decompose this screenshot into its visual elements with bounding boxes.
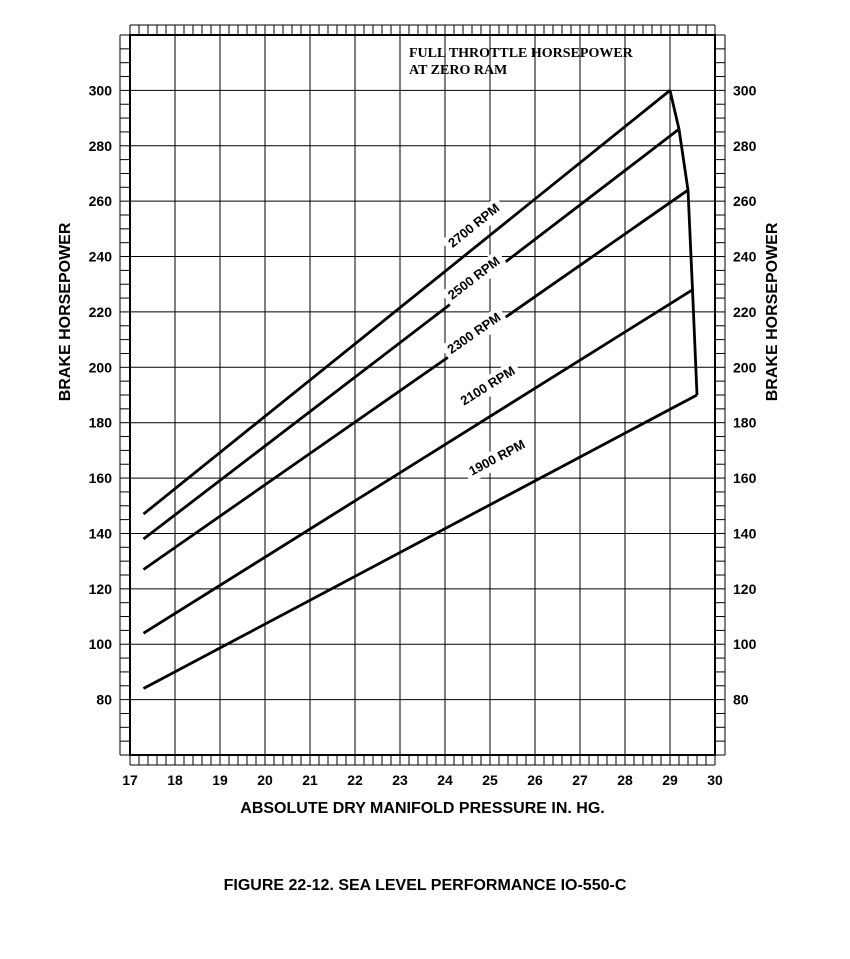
y-tick-label-left: 180 [89, 415, 113, 431]
chart-annotation: FULL THROTTLE HORSEPOWER [409, 46, 634, 61]
y-tick-label-right: 140 [733, 525, 757, 541]
y-tick-label-right: 220 [733, 304, 757, 320]
performance-chart: 17 18 19 20 21 22 23 24 25 26 27 28 29 30 80 80 100 100 12… [0, 0, 850, 959]
y-tick-label-left: 140 [89, 525, 113, 541]
y-tick-label-right: 240 [733, 249, 757, 265]
y-tick-label-right: 180 [733, 415, 757, 431]
x-tick-label: 24 [437, 772, 453, 788]
x-tick-label: 20 [257, 772, 273, 788]
y-tick-label-left: 240 [89, 249, 113, 265]
y-tick-label-left: 260 [89, 193, 113, 209]
x-tick-label: 17 [122, 772, 138, 788]
x-tick-label: 19 [212, 772, 228, 788]
y-tick-label-right: 80 [733, 692, 749, 708]
y-tick-label-right: 300 [733, 82, 757, 98]
y-tick-label-left: 300 [89, 82, 113, 98]
page: 17 18 19 20 21 22 23 24 25 26 27 28 29 30 80 80 100 100 12… [0, 0, 850, 959]
x-tick-label: 23 [392, 772, 408, 788]
y-tick-label-right: 120 [733, 581, 757, 597]
y-tick-label-right: 260 [733, 193, 757, 209]
figure-caption: FIGURE 22-12. SEA LEVEL PERFORMANCE IO-5… [224, 877, 627, 894]
y-tick-label-right: 160 [733, 470, 757, 486]
x-tick-label: 25 [482, 772, 498, 788]
y-tick-label-left: 220 [89, 304, 113, 320]
y-tick-label-right: 280 [733, 138, 757, 154]
x-axis-label: ABSOLUTE DRY MANIFOLD PRESSURE IN. HG. [240, 800, 604, 817]
x-tick-label: 21 [302, 772, 318, 788]
x-tick-label: 26 [527, 772, 543, 788]
chart-annotation: AT ZERO RAM [409, 63, 507, 78]
y-tick-label-left: 280 [89, 138, 113, 154]
x-tick-label: 27 [572, 772, 588, 788]
y-tick-label-right: 200 [733, 359, 757, 375]
x-tick-label: 30 [707, 772, 723, 788]
y-tick-label-right: 100 [733, 636, 757, 652]
y-axis-label-right: BRAKE HORSEPOWER [764, 222, 781, 401]
y-axis-label-left: BRAKE HORSEPOWER [57, 222, 74, 401]
y-tick-label-left: 120 [89, 581, 113, 597]
y-tick-label-left: 80 [96, 692, 112, 708]
y-tick-label-left: 100 [89, 636, 113, 652]
x-tick-label: 22 [347, 772, 363, 788]
x-tick-label: 28 [617, 772, 633, 788]
x-tick-label: 18 [167, 772, 183, 788]
y-tick-label-left: 200 [89, 359, 113, 375]
y-tick-label-left: 160 [89, 470, 113, 486]
x-tick-label: 29 [662, 772, 678, 788]
